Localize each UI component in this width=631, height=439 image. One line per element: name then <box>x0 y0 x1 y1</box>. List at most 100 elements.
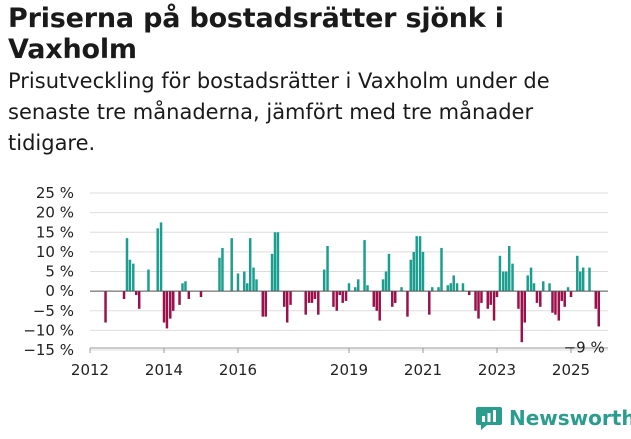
bar <box>566 287 570 292</box>
bar <box>221 247 224 292</box>
x-tick-label: 2012 <box>71 361 109 379</box>
bar <box>366 285 369 292</box>
bar <box>384 271 388 292</box>
bar <box>474 291 477 311</box>
x-tick-label: 2023 <box>478 361 516 379</box>
bar <box>480 291 483 303</box>
bar <box>341 291 344 303</box>
x-tick-label: 2014 <box>145 361 183 379</box>
bar <box>486 291 489 309</box>
bar <box>322 269 326 292</box>
bars <box>90 222 608 343</box>
bar <box>431 287 434 292</box>
bar <box>523 291 526 323</box>
annotations: −9 % <box>564 338 605 356</box>
bar <box>354 287 357 292</box>
bar <box>264 291 267 317</box>
y-tick-label: 15 % <box>36 223 74 241</box>
bar <box>261 291 265 317</box>
bar <box>338 291 341 296</box>
bar <box>563 291 566 307</box>
bar <box>332 291 335 307</box>
bar <box>357 279 360 292</box>
bar <box>449 283 452 292</box>
bar <box>406 291 409 317</box>
bar <box>276 232 280 292</box>
bar <box>270 253 274 292</box>
bar <box>569 291 573 298</box>
bar <box>498 255 502 292</box>
bar <box>156 228 159 292</box>
bar <box>181 283 184 292</box>
x-tick-label: 2025 <box>552 361 590 379</box>
y-tick-label: 10 % <box>36 243 74 261</box>
bar <box>387 253 391 292</box>
bar <box>178 291 181 305</box>
bar <box>428 291 431 315</box>
bar <box>187 291 191 299</box>
y-tick-label: 0 % <box>45 282 74 300</box>
y-tick-label: 20 % <box>36 204 74 222</box>
bar <box>551 291 554 313</box>
bar <box>557 291 561 321</box>
bar <box>468 291 471 296</box>
bar <box>326 245 329 292</box>
bar <box>344 291 348 301</box>
bar <box>248 238 252 292</box>
newsworthy-logo: Newsworthy <box>475 405 631 431</box>
bar <box>421 251 425 292</box>
bar <box>122 291 126 299</box>
bar <box>560 291 563 301</box>
bar <box>199 291 203 298</box>
bar <box>363 240 366 292</box>
bar <box>492 291 496 321</box>
bar <box>539 291 542 307</box>
bar <box>520 291 524 343</box>
y-tick-label: −15 % <box>23 341 74 359</box>
y-tick-label: −5 % <box>33 302 74 320</box>
y-axis: 25 % 20 %15 % 10 % 5 %0 % −5 %−10 % −15 % <box>23 184 74 359</box>
bar <box>347 283 351 292</box>
bar <box>415 236 418 292</box>
chart-subtitle: Prisutveckling för bostadsrätter i Vaxho… <box>8 69 550 155</box>
y-tick-label: 5 % <box>45 263 74 281</box>
bar <box>172 291 175 311</box>
bar <box>477 291 480 319</box>
bar <box>169 291 172 319</box>
bar <box>132 263 135 292</box>
bar <box>313 291 317 299</box>
bar <box>243 271 246 292</box>
bar <box>159 222 163 292</box>
bar <box>104 291 107 323</box>
bar <box>507 245 511 292</box>
bar <box>461 283 465 292</box>
bar <box>511 263 514 292</box>
bar <box>317 291 320 315</box>
bar <box>128 259 132 292</box>
bar <box>440 247 443 292</box>
bar <box>505 271 508 292</box>
bar <box>285 291 289 323</box>
bar <box>526 275 529 292</box>
bar <box>594 291 598 309</box>
x-tick-label: 2021 <box>404 361 442 379</box>
last-value-label: −9 % <box>564 338 605 356</box>
bar-chart: 25 % 20 %15 % 10 % 5 %0 % −5 %−10 % −15 % 201… <box>23 184 608 379</box>
bar <box>372 291 376 307</box>
bar <box>289 291 292 305</box>
bar <box>532 283 536 292</box>
bar <box>137 291 141 309</box>
bar <box>437 287 440 292</box>
bar <box>455 283 459 292</box>
y-tick-label: −10 % <box>23 321 74 339</box>
bar <box>495 291 499 298</box>
bar <box>255 279 258 292</box>
bar <box>588 267 591 292</box>
bar <box>391 291 394 307</box>
bar <box>273 232 277 292</box>
bar <box>489 291 492 305</box>
bar <box>554 291 557 315</box>
bar <box>517 291 520 309</box>
bar <box>304 291 307 315</box>
bar <box>400 287 403 292</box>
